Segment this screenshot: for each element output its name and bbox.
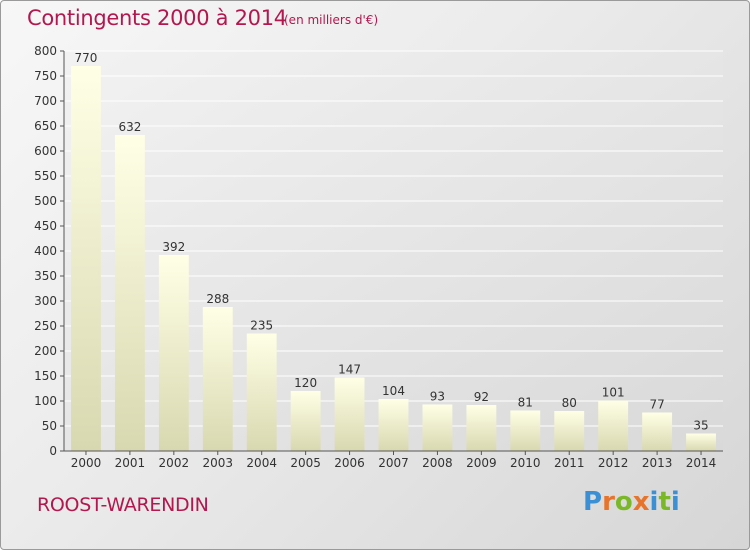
- bar: [642, 412, 673, 451]
- bar-value-label: 147: [338, 363, 361, 377]
- bar-value-label: 93: [430, 390, 445, 404]
- bar: [158, 255, 189, 451]
- proxiti-logo[interactable]: Proxiti: [583, 487, 680, 517]
- x-tick-label: 2014: [686, 456, 717, 470]
- logo-letter: x: [632, 487, 650, 517]
- bar-value-label: 235: [250, 319, 273, 333]
- x-tick-label: 2009: [466, 456, 497, 470]
- x-tick-label: 2000: [71, 456, 102, 470]
- logo-letter: r: [602, 487, 615, 517]
- y-tick-label: 350: [34, 269, 57, 283]
- x-tick-label: 2005: [290, 456, 321, 470]
- bar: [598, 400, 629, 451]
- y-tick-label: 400: [34, 244, 57, 258]
- bar: [246, 333, 277, 451]
- x-tick-label: 2006: [334, 456, 365, 470]
- bar-value-label: 770: [75, 51, 98, 65]
- x-tick-label: 2002: [159, 456, 190, 470]
- logo-letter: i: [670, 487, 680, 517]
- y-tick-label: 700: [34, 94, 57, 108]
- logo-letter: o: [614, 487, 633, 517]
- bar-value-label: 104: [382, 384, 405, 398]
- logo-letter: i: [649, 487, 659, 517]
- bar-value-label: 80: [562, 396, 577, 410]
- bar-value-label: 77: [649, 398, 664, 412]
- logo-letter: P: [583, 487, 603, 517]
- x-tick-label: 2003: [202, 456, 233, 470]
- y-tick-label: 50: [42, 419, 57, 433]
- commune-name: ROOST-WARENDIN: [37, 494, 209, 516]
- bar-value-label: 81: [518, 396, 533, 410]
- bar: [334, 377, 365, 451]
- x-tick-label: 2001: [115, 456, 146, 470]
- x-tick-label: 2010: [510, 456, 541, 470]
- logo-letter: t: [658, 487, 671, 517]
- y-tick-label: 650: [34, 119, 57, 133]
- bar: [290, 391, 321, 451]
- y-tick-label: 550: [34, 169, 57, 183]
- bar-value-label: 392: [162, 240, 185, 254]
- x-tick-label: 2011: [554, 456, 585, 470]
- bar: [378, 399, 409, 451]
- x-tick-label: 2012: [598, 456, 629, 470]
- bar-value-label: 92: [474, 390, 489, 404]
- y-tick-label: 750: [34, 69, 57, 83]
- x-tick-label: 2008: [422, 456, 453, 470]
- y-tick-label: 300: [34, 294, 57, 308]
- bar-value-label: 120: [294, 376, 317, 390]
- bar: [466, 405, 497, 451]
- chart-unit: (en milliers d'€): [284, 13, 379, 27]
- chart-title: Contingents 2000 à 2014: [27, 6, 287, 30]
- bar: [686, 433, 716, 451]
- bar-value-label: 632: [118, 120, 141, 134]
- y-tick-label: 0: [49, 444, 57, 458]
- x-tick-label: 2004: [246, 456, 277, 470]
- bar: [202, 307, 233, 451]
- y-tick-label: 600: [34, 144, 57, 158]
- bar-value-label: 35: [693, 419, 708, 433]
- bar: [114, 135, 145, 451]
- y-tick-label: 800: [34, 44, 57, 58]
- bar-value-label: 101: [602, 386, 625, 400]
- y-tick-label: 250: [34, 319, 57, 333]
- y-tick-label: 450: [34, 219, 57, 233]
- x-tick-label: 2013: [642, 456, 673, 470]
- y-tick-label: 200: [34, 344, 57, 358]
- x-tick-label: 2007: [378, 456, 409, 470]
- bar: [554, 411, 585, 451]
- bar-value-label: 288: [206, 292, 229, 306]
- bar: [510, 410, 541, 451]
- y-tick-label: 150: [34, 369, 57, 383]
- bar: [422, 404, 453, 451]
- bar: [71, 66, 101, 451]
- y-tick-label: 100: [34, 394, 57, 408]
- y-tick-label: 500: [34, 194, 57, 208]
